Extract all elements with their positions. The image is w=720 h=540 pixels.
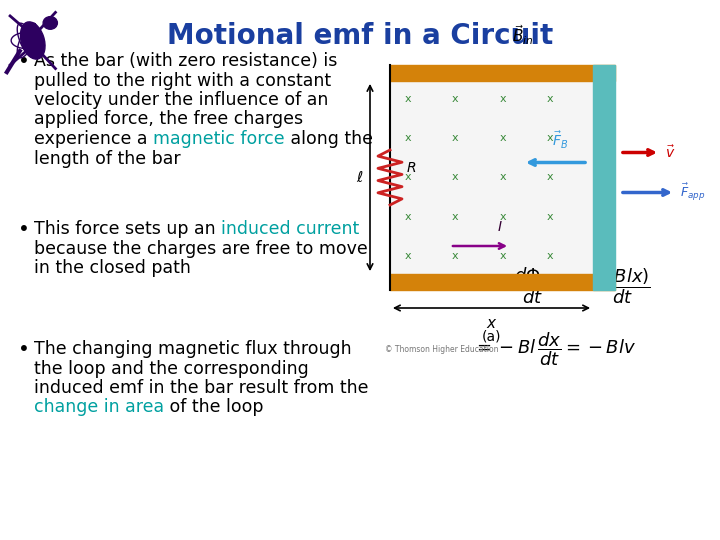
Text: x: x	[546, 251, 553, 261]
Text: $R$: $R$	[406, 160, 416, 174]
Text: x: x	[452, 133, 459, 143]
Text: This force sets up an: This force sets up an	[34, 220, 221, 238]
Text: $\vec{v}$: $\vec{v}$	[665, 144, 675, 161]
Text: $\vec{B}_{in}$: $\vec{B}_{in}$	[512, 23, 534, 47]
Text: change in area: change in area	[34, 399, 164, 416]
Text: x: x	[405, 212, 411, 222]
Text: velocity under the influence of an: velocity under the influence of an	[34, 91, 328, 109]
Text: x: x	[594, 94, 600, 104]
Text: $\vec{F}_{app}$: $\vec{F}_{app}$	[680, 182, 706, 203]
Text: x: x	[499, 251, 506, 261]
Text: (a): (a)	[482, 330, 501, 344]
Text: x: x	[546, 212, 553, 222]
Text: along the: along the	[284, 130, 373, 148]
Text: Motional emf in a Circuit: Motional emf in a Circuit	[167, 22, 553, 50]
Text: $= -Bl\,\dfrac{dx}{dt} = -Blv$: $= -Bl\,\dfrac{dx}{dt} = -Blv$	[473, 330, 636, 368]
Text: •: •	[18, 340, 30, 359]
Text: the loop and the corresponding: the loop and the corresponding	[34, 360, 309, 377]
Text: length of the bar: length of the bar	[34, 150, 181, 167]
Text: magnetic force: magnetic force	[153, 130, 284, 148]
Bar	[593, 65, 615, 290]
Text: x: x	[594, 251, 600, 261]
Text: x: x	[405, 251, 411, 261]
Text: $\ell$: $\ell$	[356, 170, 364, 185]
Bar	[390, 81, 615, 274]
Text: x: x	[499, 172, 506, 183]
Text: $\mathcal{E} = -\dfrac{d\Phi_B}{dt} = -\dfrac{d(Blx)}{dt}$: $\mathcal{E} = -\dfrac{d\Phi_B}{dt} = -\…	[459, 265, 650, 306]
Text: x: x	[499, 133, 506, 143]
Text: x: x	[452, 251, 459, 261]
Text: induced emf in the bar result from the: induced emf in the bar result from the	[34, 379, 369, 397]
Text: x: x	[594, 133, 600, 143]
Text: x: x	[452, 212, 459, 222]
Text: in the closed path: in the closed path	[34, 259, 191, 277]
Text: x: x	[452, 172, 459, 183]
Text: $I$: $I$	[497, 220, 503, 234]
Text: •: •	[18, 52, 30, 71]
Ellipse shape	[43, 17, 58, 29]
Text: x: x	[546, 133, 553, 143]
Text: x: x	[452, 94, 459, 104]
Text: induced current: induced current	[221, 220, 359, 238]
Text: $\vec{F}_B$: $\vec{F}_B$	[552, 130, 569, 151]
Text: •: •	[18, 220, 30, 239]
Text: x: x	[546, 172, 553, 183]
Text: applied force, the free charges: applied force, the free charges	[34, 111, 303, 129]
Text: x: x	[405, 94, 411, 104]
Text: experience a: experience a	[34, 130, 153, 148]
Text: $x$: $x$	[486, 316, 498, 331]
Text: x: x	[546, 94, 553, 104]
Text: The changing magnetic flux through: The changing magnetic flux through	[34, 340, 351, 358]
Text: x: x	[405, 172, 411, 183]
Text: x: x	[594, 172, 600, 183]
Text: because the charges are free to move: because the charges are free to move	[34, 240, 368, 258]
Text: x: x	[405, 133, 411, 143]
Text: As the bar (with zero resistance) is: As the bar (with zero resistance) is	[34, 52, 338, 70]
Text: © Thomson Higher Education: © Thomson Higher Education	[385, 345, 498, 354]
Ellipse shape	[20, 22, 45, 59]
Bar	[390, 65, 615, 81]
Text: x: x	[594, 212, 600, 222]
Text: x: x	[499, 212, 506, 222]
Text: x: x	[499, 94, 506, 104]
Text: of the loop: of the loop	[164, 399, 264, 416]
Bar	[390, 274, 615, 290]
Text: pulled to the right with a constant: pulled to the right with a constant	[34, 71, 331, 90]
